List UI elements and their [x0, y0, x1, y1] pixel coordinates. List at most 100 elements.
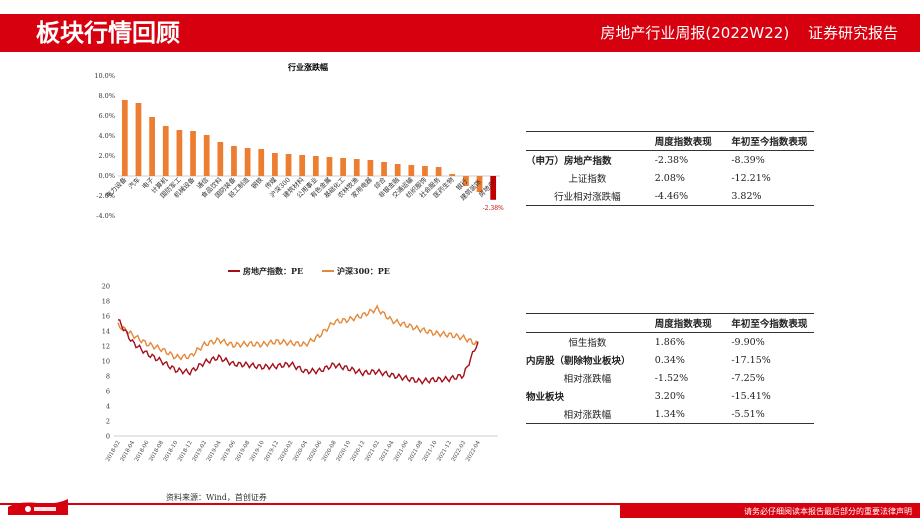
bar-y-tick: 6.0%: [98, 112, 115, 120]
bar: [490, 176, 497, 200]
company-logo-icon: [8, 499, 68, 515]
row-label: 相对涨跌幅: [563, 410, 612, 421]
bar: [149, 117, 155, 176]
bar: [381, 162, 387, 176]
line-y-tick: 18: [102, 298, 110, 306]
bar: [463, 176, 469, 186]
bar-highlight-label: -2.38%: [483, 205, 504, 212]
row-label: 相对涨跌幅: [563, 374, 612, 385]
bar: [176, 130, 183, 176]
bar: [299, 155, 306, 176]
bar-y-tick: 0.0%: [98, 172, 115, 180]
line-y-tick: 16: [102, 313, 110, 321]
row-value: 3.20%: [654, 390, 685, 402]
bar: [231, 146, 237, 176]
table-header-cell: [526, 313, 649, 333]
bar: [435, 167, 442, 176]
bar: [476, 176, 483, 192]
table-header-cell: 年初至今指数表现: [731, 313, 814, 333]
row-label: （申万）房地产指数: [526, 156, 612, 167]
bar-y-tick: -2.0%: [96, 192, 115, 200]
report-name: 房地产行业周报(2022W22): [600, 24, 790, 42]
report-type: 证券研究报告: [807, 24, 898, 42]
bar-y-tick: 2.0%: [98, 152, 115, 160]
table-row: 相对涨跌幅 -1.52% -7.25%: [526, 369, 814, 387]
bar: [353, 159, 360, 176]
row-value: 1.86%: [654, 336, 685, 348]
bar: [121, 100, 128, 176]
row-value: -1.52%: [654, 372, 689, 384]
row-label: 恒生指数: [568, 338, 607, 349]
line-y-tick: 8: [106, 373, 110, 381]
row-value: 3.82%: [731, 190, 762, 202]
row-value: 2.08%: [654, 172, 685, 184]
table-header-row: 周度指数表现 年初至今指数表现: [526, 131, 814, 151]
row-value: -8.39%: [731, 154, 765, 166]
row-label: 物业板块: [526, 392, 565, 403]
bar-y-tick: 10.0%: [94, 72, 115, 80]
row-value: 0.34%: [654, 354, 685, 366]
bar-chart-title: 行业涨跌幅: [287, 62, 328, 72]
row-value: -12.21%: [731, 172, 771, 184]
industry-bar-chart: 行业涨跌幅 10.0% 8.0% 6.0% 4.0% 2.0% 0.0% -2.0% -4.0%…: [94, 62, 504, 220]
table-header-cell: 周度指数表现: [648, 131, 732, 151]
line-y-tick: 14: [102, 328, 110, 336]
bar: [258, 149, 265, 176]
index-performance-table: 周度指数表现 年初至今指数表现 （申万）房地产指数 -2.38% -8.39% 上证指数 2…: [526, 131, 814, 206]
table-row: 恒生指数 1.86% -9.90%: [526, 333, 814, 352]
source-note: 资料来源：Wind，首创证券: [166, 493, 267, 502]
bar-y-tick: 8.0%: [98, 92, 115, 100]
line-y-tick: 12: [102, 343, 110, 351]
row-value: -9.90%: [731, 336, 765, 348]
table-header-cell: 年初至今指数表现: [731, 131, 814, 151]
line-x-tick: 2022-04: [465, 440, 482, 462]
bar: [203, 135, 210, 176]
line-y-tick: 10: [102, 358, 110, 366]
row-value: -15.41%: [731, 390, 771, 402]
row-value: -4.46%: [654, 190, 689, 202]
line-y-tick: 20: [102, 283, 110, 291]
report-info: 房地产行业周报(2022W22) 证券研究报告: [586, 23, 898, 43]
row-value: -5.51%: [731, 408, 765, 420]
legend-label: 沪深300：PE: [337, 266, 390, 276]
bar: [190, 131, 196, 176]
row-value: -17.15%: [731, 354, 771, 366]
row-label: 上证指数: [568, 174, 607, 185]
bar: [312, 156, 319, 176]
table-header-cell: 周度指数表现: [648, 313, 732, 333]
bar: [272, 153, 278, 176]
footer-disclaimer: 请务必仔细阅读本报告最后部分的重要法律声明: [744, 507, 912, 516]
bar-category-label: 汽车: [126, 175, 142, 191]
bar: [135, 103, 142, 176]
series-line-real-estate-pe: [117, 319, 479, 386]
bar: [394, 164, 401, 176]
page-title: 板块行情回顾: [36, 19, 180, 47]
bar-y-tick: -4.0%: [96, 212, 115, 220]
row-value: -7.25%: [731, 372, 765, 384]
bar-y-tick: 4.0%: [98, 132, 115, 140]
line-y-tick: 0: [106, 433, 110, 441]
row-value: 1.34%: [654, 408, 685, 420]
series-line-hs300-pe: [117, 304, 479, 361]
line-y-tick: 6: [106, 388, 110, 396]
bar: [449, 174, 456, 176]
pe-line-chart: 房地产指数：PE 沪深300：PE201816141210864202018-02…: [102, 266, 498, 462]
row-label: 行业相对涨跌幅: [554, 192, 621, 203]
row-value: -2.38%: [654, 154, 689, 166]
line-y-tick: 2: [106, 418, 110, 426]
bar: [162, 126, 169, 176]
table-row: 内房股（剔除物业板块） 0.34% -17.15%: [526, 351, 814, 369]
footer-bar: [620, 505, 920, 518]
table-row: 物业板块 3.20% -15.41%: [526, 387, 814, 405]
line-y-tick: 4: [106, 403, 110, 411]
table-header-row: 周度指数表现 年初至今指数表现: [526, 313, 814, 333]
header-bar: 板块行情回顾 房地产行业周报(2022W22) 证券研究报告: [0, 14, 920, 52]
table-row: 上证指数 2.08% -12.21%: [526, 169, 814, 187]
bar: [367, 160, 374, 176]
row-label: 内房股（剔除物业板块）: [526, 356, 631, 367]
table-row: （申万）房地产指数 -2.38% -8.39%: [526, 151, 814, 170]
bar: [340, 158, 346, 176]
bar: [244, 148, 251, 176]
footer-line: [0, 503, 920, 505]
legend-label: 房地产指数：PE: [243, 266, 303, 276]
